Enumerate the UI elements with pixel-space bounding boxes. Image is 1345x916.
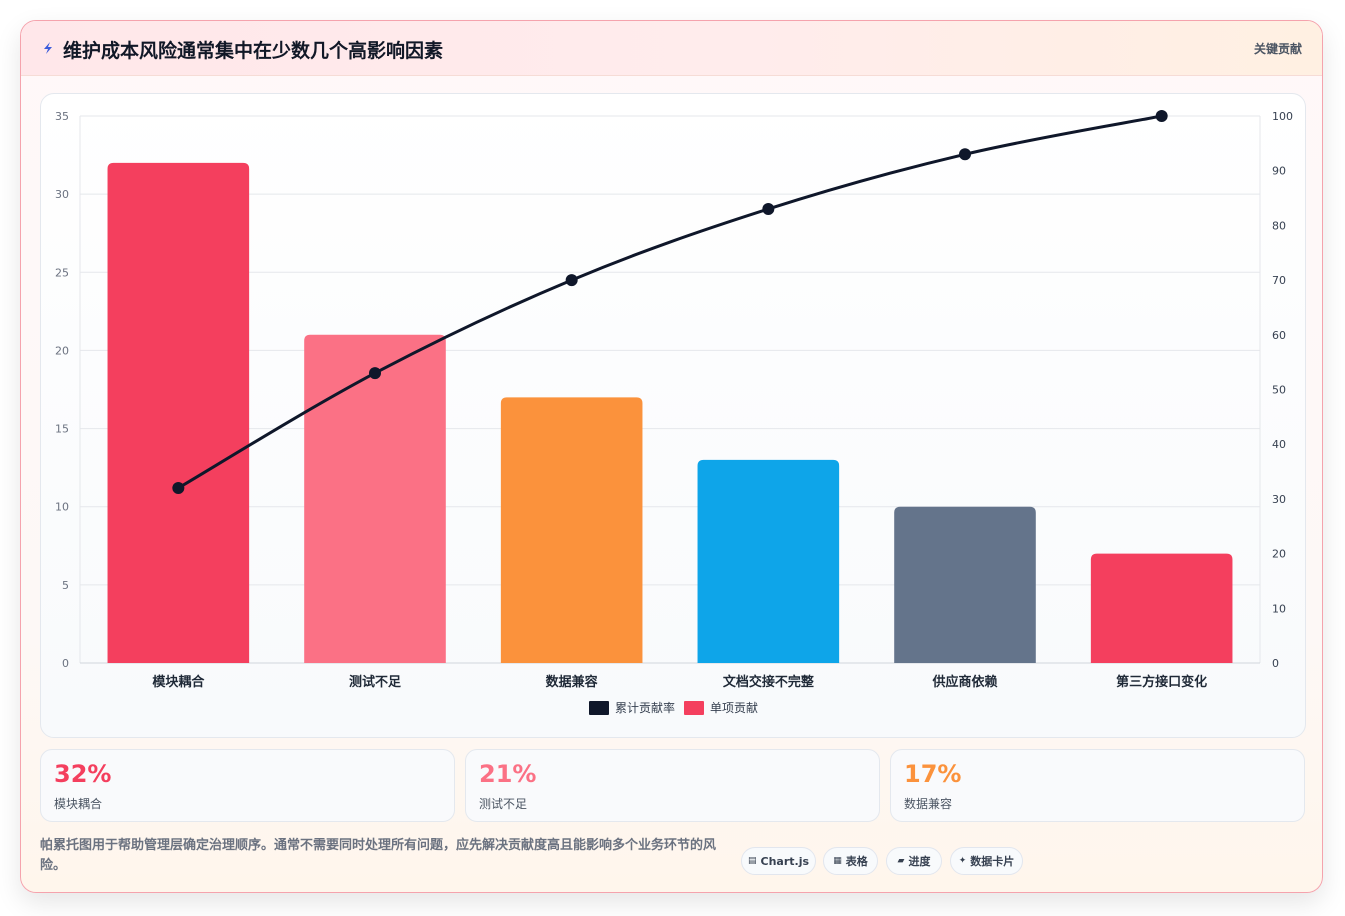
pill-table[interactable]: ▦ 表格 [823, 847, 878, 875]
pill-label: 表格 [845, 855, 868, 868]
stat-card-3: 17% 数据兼容 [890, 749, 1305, 822]
x-tick-label: 文档交接不完整 [723, 674, 815, 690]
y-tick-label: 10 [55, 501, 69, 514]
x-tick-label: 数据兼容 [546, 674, 598, 690]
stat-label: 模块耦合 [54, 797, 103, 811]
line-point [369, 367, 381, 380]
x-tick-label: 供应商依赖 [931, 674, 997, 690]
pill-label: 数据卡片 [970, 855, 1015, 868]
sparkle-icon: ✦ [958, 856, 967, 866]
legend-swatch [684, 701, 704, 715]
bar [697, 459, 840, 663]
line-point [762, 202, 775, 215]
y-tick-label: 20 [55, 344, 69, 357]
y2-tick-label: 90 [1272, 165, 1286, 178]
bar [1090, 553, 1233, 663]
cumulative-line [177, 114, 1162, 490]
card-header: 维护成本风险通常集中在少数几个高影响因素 关键贡献 [21, 21, 1322, 76]
chart-title: 维护成本风险通常集中在少数几个高影响因素 [63, 40, 444, 62]
stat-value: 21% [479, 760, 537, 788]
y-tick-label: 35 [55, 110, 69, 123]
y2-tick-label: 0 [1272, 657, 1279, 670]
y2-tick-label: 70 [1272, 274, 1286, 287]
line-point [959, 148, 971, 161]
bar [304, 334, 446, 663]
pill-data-cards[interactable]: ✦ 数据卡片 [950, 847, 1023, 875]
stat-value: 32% [54, 760, 112, 788]
pill-label: 进度 [908, 855, 931, 868]
chart-icon: ▤ [747, 856, 757, 866]
pill-progress[interactable]: ▰ 进度 [886, 847, 942, 875]
y-tick-label: 5 [62, 579, 69, 592]
x-tick-label: 测试不足 [349, 674, 402, 690]
y-tick-label: 30 [55, 188, 69, 201]
legend-swatch [589, 701, 609, 715]
pill-label: Chart.js [760, 854, 810, 868]
y2-tick-label: 20 [1272, 548, 1286, 561]
y2-tick-label: 100 [1272, 110, 1293, 123]
y2-tick-label: 10 [1272, 602, 1286, 615]
legend-label: 单项贡献 [710, 700, 758, 715]
pill-chartjs[interactable]: ▤ Chart.js [741, 847, 816, 875]
chart-card: 维护成本风险通常集中在少数几个高影响因素 关键贡献 0 5 10 15 20 25 30 35… [20, 20, 1323, 893]
stat-card-1: 32% 模块耦合 [40, 749, 455, 822]
x-tick-label: 模块耦合 [152, 674, 205, 690]
y2-tick-label: 30 [1272, 493, 1286, 506]
stat-card-2: 21% 测试不足 [465, 749, 880, 822]
stat-label: 测试不足 [479, 797, 528, 811]
legend-label: 累计贡献率 [615, 700, 675, 715]
line-point [565, 274, 578, 287]
line-point [172, 481, 185, 494]
table-icon: ▦ [833, 856, 842, 866]
y-tick-label: 15 [55, 423, 69, 436]
stat-label: 数据兼容 [904, 797, 953, 811]
pareto-chart: 0 5 10 15 20 25 30 35 0 10 20 30 40 50 60 70 80 90 100 模块耦合… [55, 110, 1293, 715]
chart-panel: 0 5 10 15 20 25 30 35 0 10 20 30 40 50 60 70 80 90 100 模块耦合… [40, 93, 1306, 738]
y2-tick-label: 50 [1272, 384, 1286, 397]
chart-note: 帕累托图用于帮助管理层确定治理顺序。通常不需要同时处理所有问题，应先解决贡献度高… [40, 838, 717, 873]
bar [894, 506, 1036, 663]
lightning-icon [44, 42, 52, 54]
y-tick-label: 0 [62, 657, 69, 670]
bar [107, 162, 250, 663]
line-point [1155, 110, 1168, 122]
y2-tick-label: 60 [1272, 329, 1286, 342]
x-tick-label: 第三方接口变化 [1116, 674, 1207, 690]
stat-value: 17% [904, 760, 962, 788]
y-tick-label: 25 [55, 266, 69, 279]
bar [500, 397, 643, 663]
y2-tick-label: 40 [1272, 438, 1286, 451]
header-tag: 关键贡献 [1253, 42, 1302, 56]
progress-icon: ▰ [897, 856, 905, 866]
y2-tick-label: 80 [1272, 219, 1286, 232]
